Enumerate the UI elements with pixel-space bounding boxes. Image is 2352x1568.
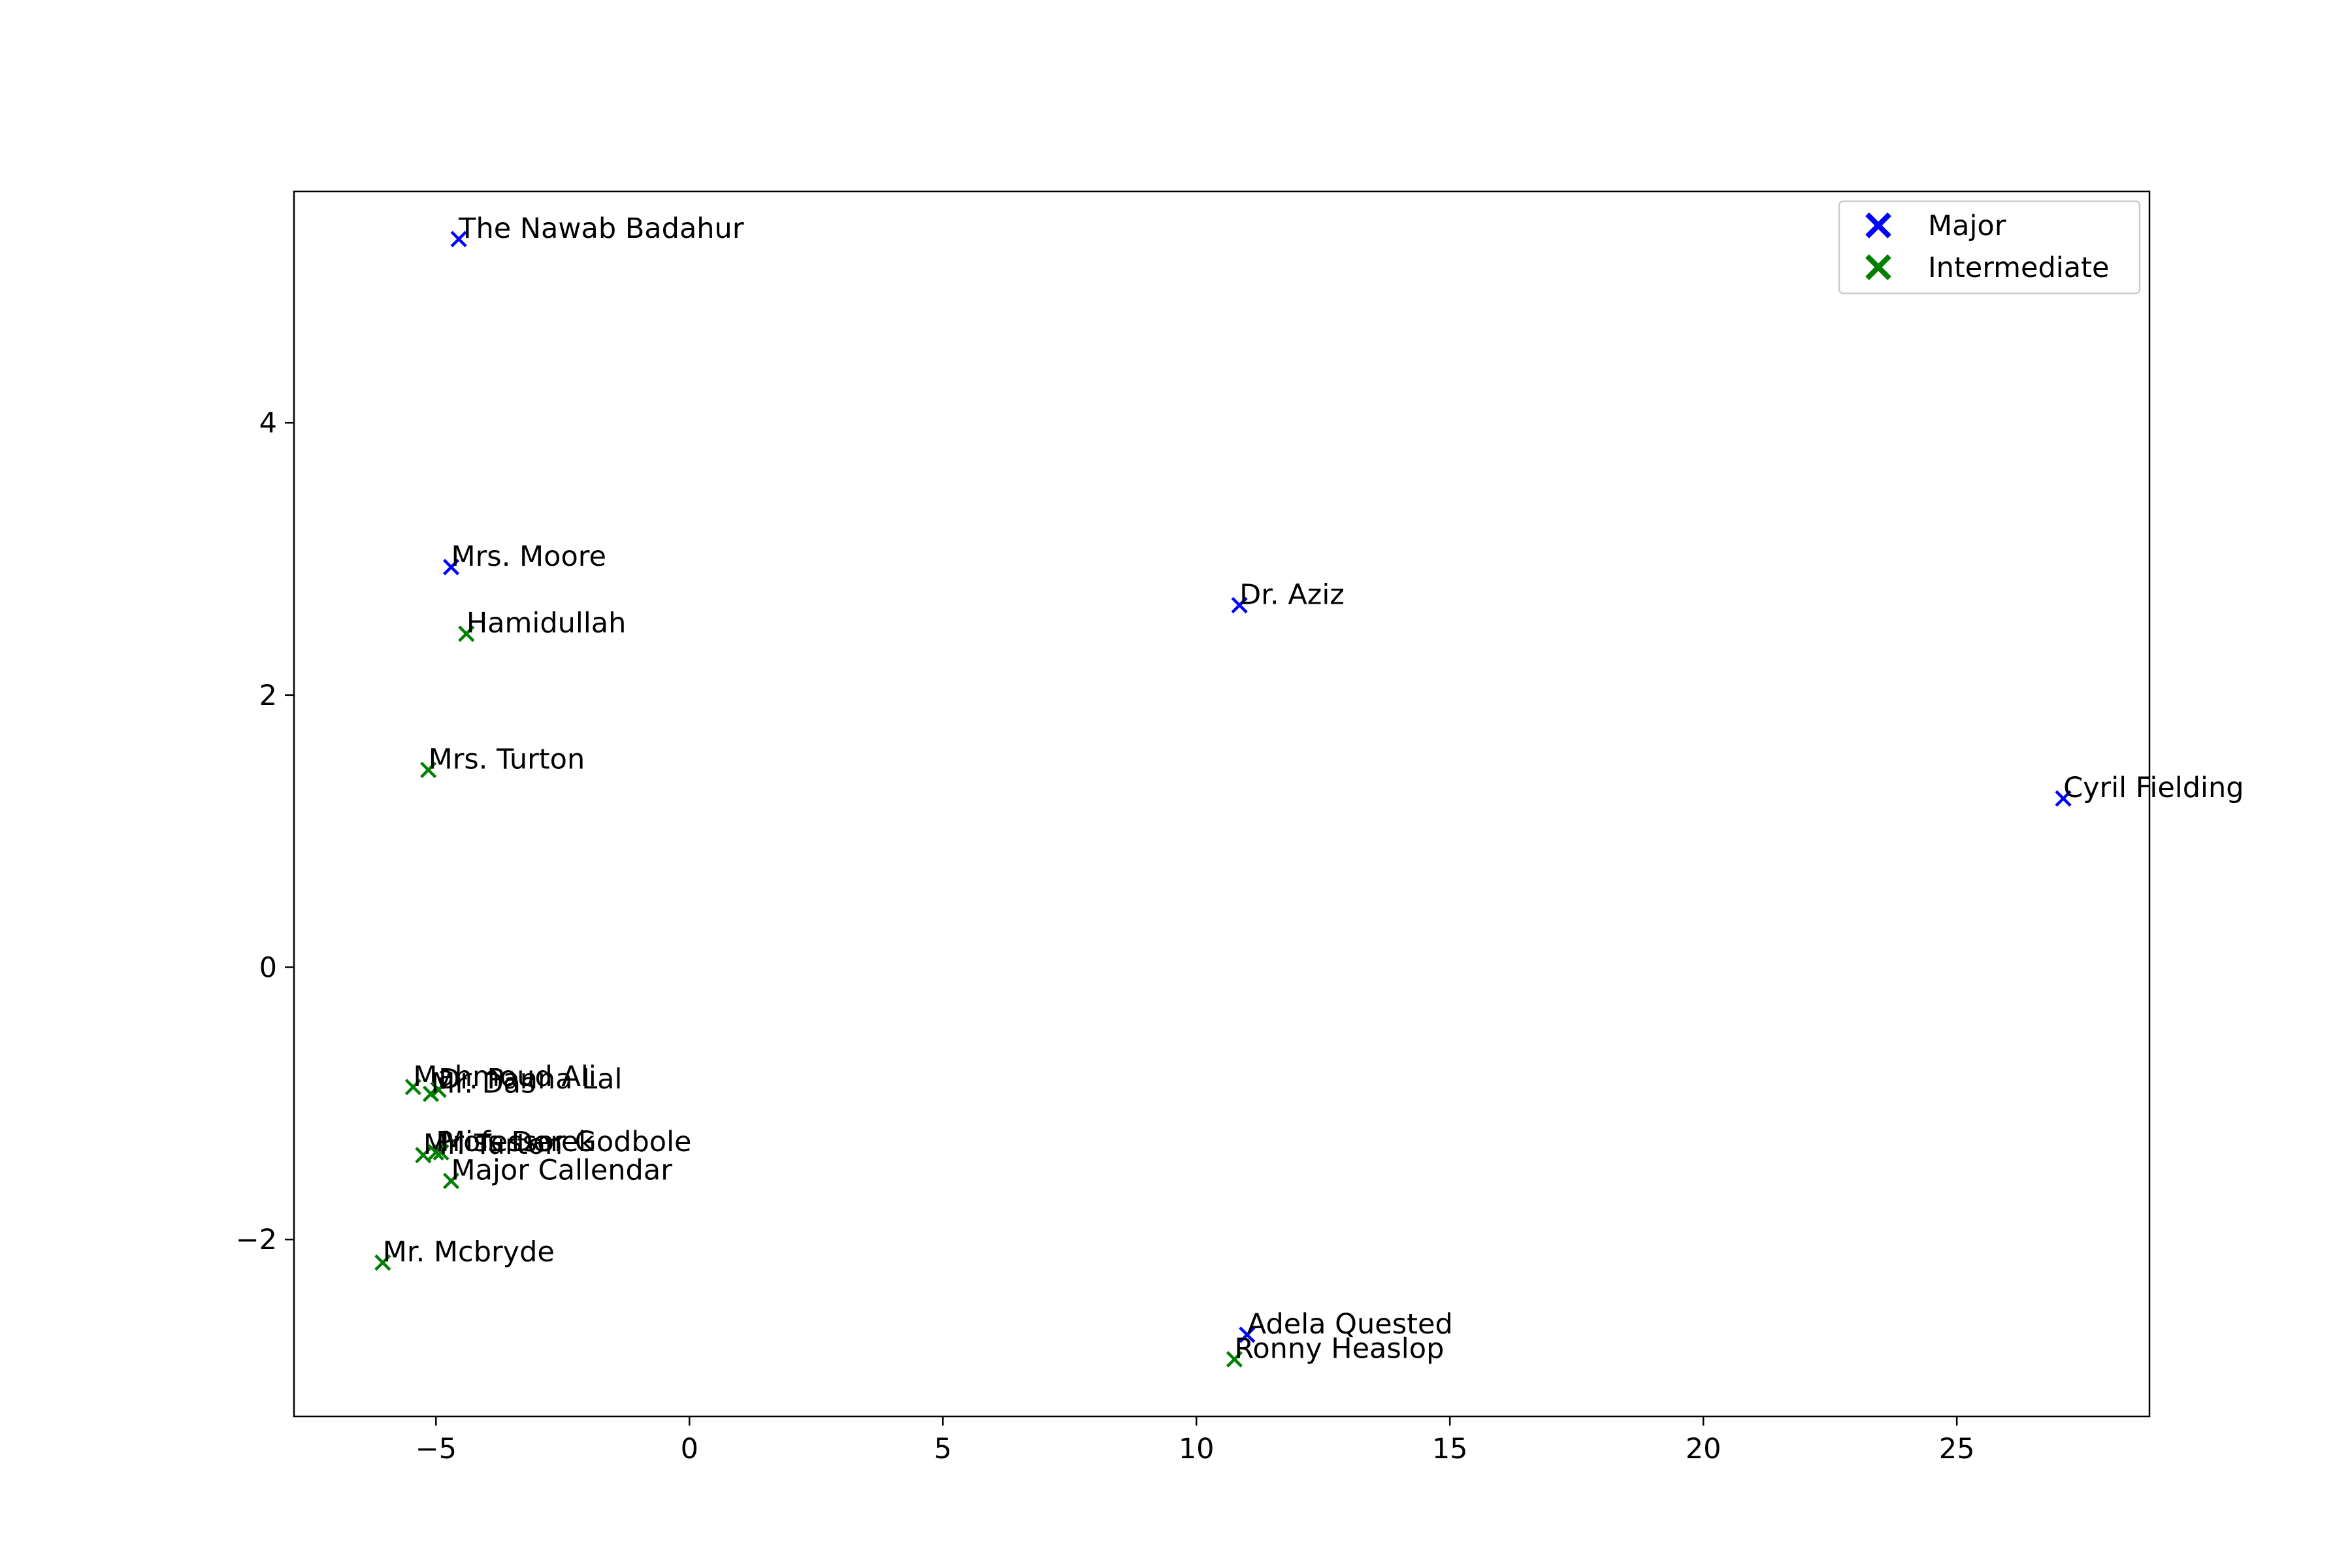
data-point-label: Major Callendar bbox=[451, 1154, 673, 1187]
x-tick-label: 5 bbox=[934, 1433, 952, 1465]
legend: Major Intermediate bbox=[1838, 200, 2141, 295]
y-tick-label: 2 bbox=[259, 679, 277, 712]
x-tick-label: 10 bbox=[1179, 1433, 1215, 1465]
data-point-label: Adela Quested bbox=[1247, 1308, 1453, 1341]
data-point-marker bbox=[415, 1147, 432, 1164]
legend-label: Intermediate bbox=[1928, 252, 2109, 284]
y-tick-label: 4 bbox=[259, 407, 277, 440]
axes-frame bbox=[293, 190, 2151, 1418]
data-point-marker bbox=[404, 1079, 421, 1096]
data-point-marker bbox=[422, 1085, 440, 1102]
plot-area: The Nawab Badahur Mrs. Moore Dr. Aziz Cyril… bbox=[374, 212, 2244, 1368]
data-point-marker bbox=[450, 231, 467, 248]
data-point-label: Mrs. Moore bbox=[451, 540, 606, 573]
legend-label: Major bbox=[1928, 210, 2006, 242]
data-point-label: Dr. Panna Lal bbox=[438, 1063, 622, 1096]
legend-box bbox=[1838, 200, 2141, 295]
data-point-marker bbox=[374, 1254, 391, 1271]
data-point-label: Professor Godbole bbox=[436, 1126, 691, 1158]
x-tick-label: 0 bbox=[681, 1433, 698, 1465]
axes: −5 0 5 10 15 20 25 −2 0 2 4 bbox=[236, 190, 2151, 1465]
y-tick-label: 0 bbox=[259, 952, 277, 985]
x-tick-label: 25 bbox=[1939, 1433, 1975, 1465]
data-point-marker bbox=[430, 1081, 447, 1098]
data-point-label: Dr. Aziz bbox=[1239, 578, 1345, 611]
legend-marker bbox=[1865, 212, 1891, 238]
data-point-marker bbox=[420, 761, 437, 779]
data-point-marker bbox=[1239, 1326, 1256, 1343]
data-point-marker bbox=[1226, 1350, 1243, 1368]
data-point-marker bbox=[442, 559, 460, 576]
data-point-label: Mrs. Turton bbox=[429, 743, 585, 776]
data-point-label: Mr. Turton bbox=[423, 1128, 563, 1161]
data-point-label: Mahmoud Ali bbox=[413, 1060, 596, 1093]
data-point-marker bbox=[2055, 790, 2072, 807]
data-point-marker bbox=[458, 625, 475, 642]
data-point-label: Mr. Das bbox=[431, 1067, 536, 1100]
data-point-label: Miss Derek bbox=[441, 1126, 595, 1158]
data-point-marker bbox=[442, 1172, 460, 1190]
data-point-marker bbox=[427, 1144, 444, 1161]
data-point-marker bbox=[1231, 596, 1248, 613]
y-tick-label: −2 bbox=[236, 1224, 277, 1256]
data-point-label: Hamidullah bbox=[466, 607, 627, 640]
data-point-label: The Nawab Badahur bbox=[458, 212, 744, 245]
x-tick-label: 20 bbox=[1686, 1433, 1722, 1465]
legend-marker bbox=[1865, 254, 1891, 280]
data-point-label: Ronny Heaslop bbox=[1234, 1333, 1444, 1365]
data-point-marker bbox=[433, 1144, 449, 1161]
data-point-label: Cyril Fielding bbox=[2063, 772, 2244, 804]
data-point-label: Mr. Mcbryde bbox=[383, 1236, 555, 1269]
x-tick-label: 15 bbox=[1432, 1433, 1468, 1465]
x-tick-label: −5 bbox=[416, 1433, 457, 1465]
